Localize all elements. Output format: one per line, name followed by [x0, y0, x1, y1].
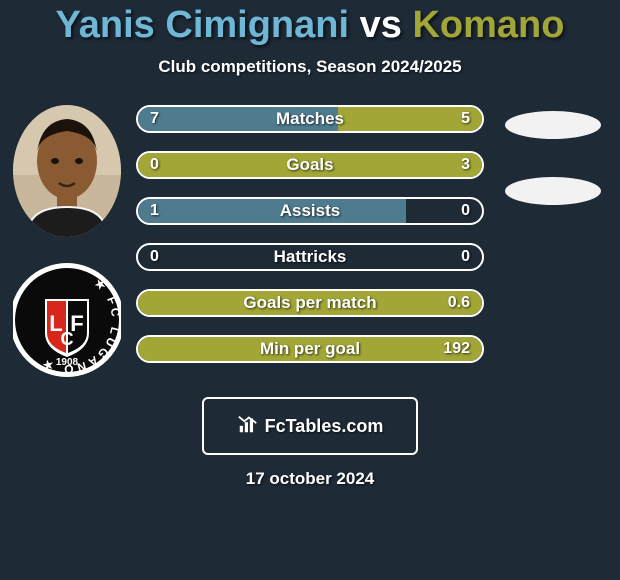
stat-label: Assists: [138, 199, 482, 223]
left-column: ★ FC LUGANO ★ 1908 L F C: [0, 105, 128, 379]
main-area: ★ FC LUGANO ★ 1908 L F C 75Matches 03Goal…: [0, 105, 620, 379]
player2-club-placeholder: [505, 177, 601, 205]
branding-text: FcTables.com: [265, 416, 384, 437]
player1-avatar: [13, 105, 121, 237]
title-player2: Komano: [412, 4, 564, 46]
stat-bar: 192Min per goal: [136, 335, 484, 363]
stat-bar: 0.6Goals per match: [136, 289, 484, 317]
stat-label: Goals per match: [138, 291, 482, 315]
right-column: [492, 105, 620, 379]
title-player1: Yanis Cimignani: [56, 4, 350, 46]
stat-bar: 75Matches: [136, 105, 484, 133]
subtitle: Club competitions, Season 2024/2025: [0, 57, 620, 77]
player1-club-badge: ★ FC LUGANO ★ 1908 L F C: [13, 261, 121, 379]
bar-chart-icon: [237, 413, 259, 440]
player2-avatar-placeholder: [505, 111, 601, 139]
stat-label: Matches: [138, 107, 482, 131]
stat-label: Goals: [138, 153, 482, 177]
svg-text:1908: 1908: [56, 357, 79, 368]
comparison-title: Yanis Cimignani vs Komano: [0, 0, 620, 47]
stat-bar: 03Goals: [136, 151, 484, 179]
stats-column: 75Matches 03Goals 10Assists 00Hattricks 0.6G…: [128, 105, 492, 379]
stat-bar: 10Assists: [136, 197, 484, 225]
stat-bar: 00Hattricks: [136, 243, 484, 271]
date-text: 17 october 2024: [0, 469, 620, 489]
stat-label: Hattricks: [138, 245, 482, 269]
stat-label: Min per goal: [138, 337, 482, 361]
svg-text:C: C: [61, 329, 74, 349]
title-vs: vs: [360, 4, 402, 46]
branding-box: FcTables.com: [202, 397, 418, 455]
